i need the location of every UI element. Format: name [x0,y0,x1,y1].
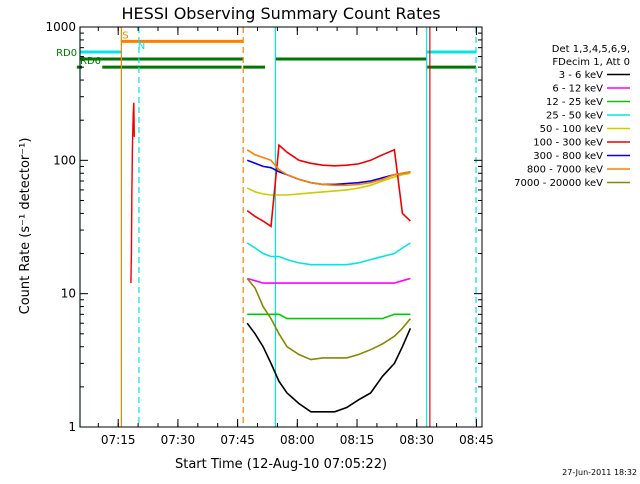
flag-label-rd6: RD6 [80,56,101,67]
y-tick-label-3: 1000 [45,20,76,34]
series-line-5 [246,143,411,228]
legend-header-0: Det 1,3,4,5,6,9, [552,44,630,55]
legend-label-5: 100 - 300 keV [533,138,603,149]
chart-title: HESSI Observing Summary Count Rates [121,4,440,23]
series-line-0 [246,322,412,413]
legend-label-2: 12 - 25 keV [546,97,603,108]
legend-label-8: 7000 - 20000 keV [514,178,603,189]
y-tick-label-2: 100 [53,153,76,167]
plot-frame [79,26,483,428]
legend-label-6: 300 - 800 keV [533,151,603,162]
flare-spike [130,102,135,284]
x-tick-label-2: 07:45 [220,433,255,447]
series-line-6 [246,159,411,186]
x-tick-label-6: 08:45 [459,433,494,447]
legend-label-0: 3 - 6 keV [559,70,603,81]
x-tick-label-3: 08:00 [280,433,315,447]
x-tick-label-4: 08:15 [340,433,375,447]
x-tick-label-0: 07:15 [101,433,136,447]
x-axis-label: Start Time (12-Aug-10 07:05:22) [175,457,387,472]
flag-label-rd0: RD0 [56,48,77,59]
y-axis-label: Count Rate (s⁻¹ detector⁻¹) [18,138,33,315]
series-line-8 [246,277,412,361]
y-tick-label-0: 1 [68,420,76,434]
series-line-7 [246,149,411,187]
series-line-2 [247,313,411,320]
footer-timestamp: 27-Jun-2011 18:32 [562,468,637,477]
series-line-1 [246,277,411,284]
legend-label-1: 6 - 12 keV [552,84,603,95]
series-line-4 [246,172,411,196]
flag-label-n: N [138,41,145,52]
x-tick-label-5: 08:30 [399,433,434,447]
legend-label-7: 800 - 7000 keV [527,165,603,176]
vertical-markers [79,27,477,427]
legend-label-4: 50 - 100 keV [540,124,604,135]
legend-label-3: 25 - 50 keV [546,111,603,122]
x-tick-label-1: 07:30 [161,433,196,447]
axes: 07:15 07:30 07:45 08:00 08:15 08:30 08:45 1 10 10… [45,20,493,447]
series-line-3 [246,242,411,266]
series-lines [130,102,412,413]
flag-label-s: S [122,30,128,41]
legend-header-1: FDecim 1, Att 0 [552,57,630,68]
legend: Det 1,3,4,5,6,9, FDecim 1, Att 0 3 - 6 keV… [514,44,630,189]
y-tick-label-1: 10 [61,287,76,301]
